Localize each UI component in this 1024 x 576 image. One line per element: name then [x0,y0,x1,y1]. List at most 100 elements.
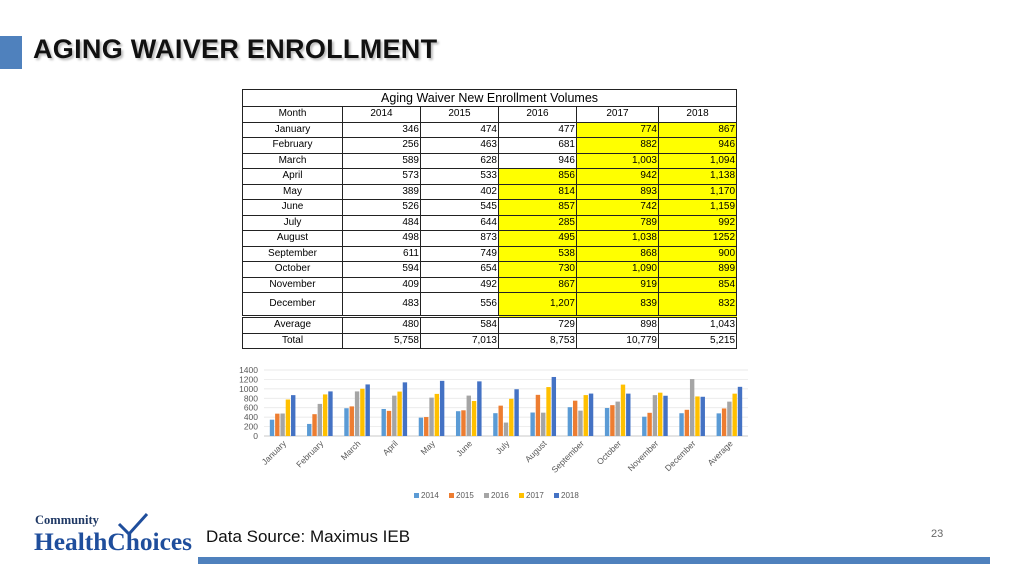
bar-2016-march [354,391,360,436]
value-cell: 1,170 [657,183,738,200]
value-cell: 1,138 [657,168,738,185]
bar-2016-november [652,395,658,436]
bar-2018-february [328,391,333,436]
x-tick-label: August [523,438,549,464]
bar-2017-november [658,392,663,436]
bar-2017-december [695,396,700,436]
x-tick-label: February [294,438,326,470]
data-source-text: Data Source: Maximus IEB [206,527,411,546]
bar-2014-june [455,411,461,436]
bar-2018-august [551,376,557,436]
value-cell: 492 [420,276,499,293]
value-cell: 409 [342,276,421,293]
column-header: Month [242,106,343,123]
y-tick-label: 1200 [239,374,258,384]
bar-2014-february [307,423,312,436]
table-row: October 594 654 730 1,090 899 [242,261,738,278]
value-cell: 589 [342,152,421,169]
value-cell: 789 [576,214,659,231]
value-cell: 495 [498,230,577,247]
value-cell: 256 [342,137,421,154]
month-cell: April [242,168,343,185]
value-cell: 573 [342,168,421,185]
bar-2015-june [461,410,466,436]
value-cell: 346 [342,121,421,138]
value-cell: 1252 [657,230,738,247]
average-cell: 584 [420,315,499,334]
month-cell: November [242,276,343,293]
value-cell: 774 [576,121,659,138]
table-row: June 526 545 857 742 1,159 [242,199,738,216]
bar-2014-december [679,413,684,436]
x-tick-label: January [260,438,289,467]
bar-2014-november [642,416,647,436]
month-cell: February [242,137,343,154]
x-tick-label: October [595,438,624,467]
value-cell: 644 [420,214,499,231]
legend-swatch-2015 [449,493,454,498]
value-cell: 856 [498,168,577,185]
month-cell: December [242,292,343,317]
x-tick-label: April [381,438,400,457]
bar-2018-march [365,384,370,436]
bar-2015-november [647,412,652,436]
footer-accent-bar [198,557,990,564]
value-cell: 946 [657,137,738,154]
bar-2016-october [615,401,620,436]
table-header-row: Month 2014 2015 2016 2017 2018 [242,106,738,123]
y-tick-label: 600 [244,403,258,413]
bar-2016-june [466,395,471,436]
x-tick-label: July [494,438,512,456]
bar-2018-december [700,396,705,436]
bar-2017-may [434,393,440,436]
bar-2015-may [424,417,429,436]
bar-2014-may [418,417,424,436]
value-cell: 594 [342,261,421,278]
month-cell: September [242,245,343,262]
value-cell: 1,003 [576,152,659,169]
bar-2014-august [530,412,535,436]
average-row: Average 480 584 729 898 1,043 [242,315,738,334]
legend-swatch-2017 [519,493,524,498]
value-cell: 402 [420,183,499,200]
value-cell: 1,207 [498,292,577,317]
x-tick-label: Average [705,438,735,468]
column-header: 2014 [342,106,421,123]
value-cell: 681 [498,137,577,154]
value-cell: 463 [420,137,499,154]
value-cell: 484 [342,214,421,231]
value-cell: 868 [576,245,659,262]
title-accent-bar [0,36,22,69]
total-cell: 5,215 [657,332,738,349]
average-cell: 898 [576,315,659,334]
bar-2016-january [280,413,285,436]
value-cell: 545 [420,199,499,216]
bar-2015-october [610,405,615,436]
bar-2018-may [439,380,445,436]
bar-2017-june [471,401,477,436]
month-cell: March [242,152,343,169]
value-cell: 538 [498,245,577,262]
legend-label: 2017 [526,491,544,500]
bar-2017-january [285,399,291,436]
bar-2014-april [381,408,386,436]
legend-label: 2018 [561,491,579,500]
value-cell: 742 [576,199,659,216]
bar-2017-october [620,384,626,436]
x-tick-label: May [419,438,438,457]
month-cell: October [242,261,343,278]
bar-2018-september [588,393,594,436]
bar-2017-march [360,388,365,436]
month-cell: June [242,199,343,216]
bar-2017-april [397,391,402,436]
column-header: 2015 [420,106,499,123]
column-header: 2016 [498,106,577,123]
legend-label: 2015 [456,491,474,500]
table-caption-row: Aging Waiver New Enrollment Volumes [241,89,738,107]
bar-2014-average [716,413,721,436]
total-cell: 5,758 [342,332,421,349]
value-cell: 900 [657,245,738,262]
legend-swatch-2018 [554,493,559,498]
bar-2018-april [402,382,408,436]
